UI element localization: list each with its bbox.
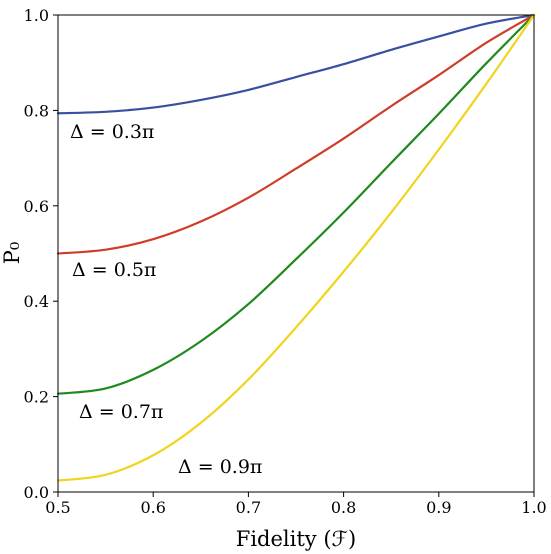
y-axis-label: P₀ (0, 242, 24, 265)
y-tick-label: 0.8 (24, 101, 49, 120)
curve-delta-0-5pi (56, 13, 536, 255)
curve-label-delta-0-3pi: Δ = 0.3π (70, 121, 154, 143)
curve-label-delta-0-7pi: Δ = 0.7π (79, 401, 163, 423)
curve-delta-0-3pi (56, 13, 536, 115)
curve-label-delta-0-9pi: Δ = 0.9π (178, 456, 262, 478)
curve-delta-0-9pi (56, 13, 536, 482)
curve-labels: Δ = 0.3π Δ = 0.5π Δ = 0.7π Δ = 0.9π (70, 121, 262, 478)
x-axis-label: Fidelity (ℱ) (236, 527, 356, 551)
y-tick-label: 0.4 (24, 292, 49, 311)
ticks: 0.5 0.6 0.7 0.8 0.9 1.0 0.0 0.2 0.4 0.6 0.8 1.0 (24, 6, 547, 517)
plot-frame (57, 14, 535, 493)
curve-delta-0-7pi (56, 13, 536, 395)
y-tick-label: 0.0 (24, 483, 49, 502)
x-tick-label: 0.6 (140, 498, 165, 517)
y-tick-label: 0.6 (24, 197, 49, 216)
y-tick-label: 0.2 (24, 388, 49, 407)
x-tick-label: 0.5 (45, 498, 70, 517)
curve-label-delta-0-5pi: Δ = 0.5π (72, 259, 156, 281)
x-tick-label: 1.0 (521, 498, 546, 517)
x-tick-label: 0.8 (331, 498, 356, 517)
curves (56, 13, 536, 482)
y-tick-label: 1.0 (24, 6, 49, 25)
x-tick-label: 0.9 (426, 498, 451, 517)
x-tick-label: 0.7 (236, 498, 261, 517)
